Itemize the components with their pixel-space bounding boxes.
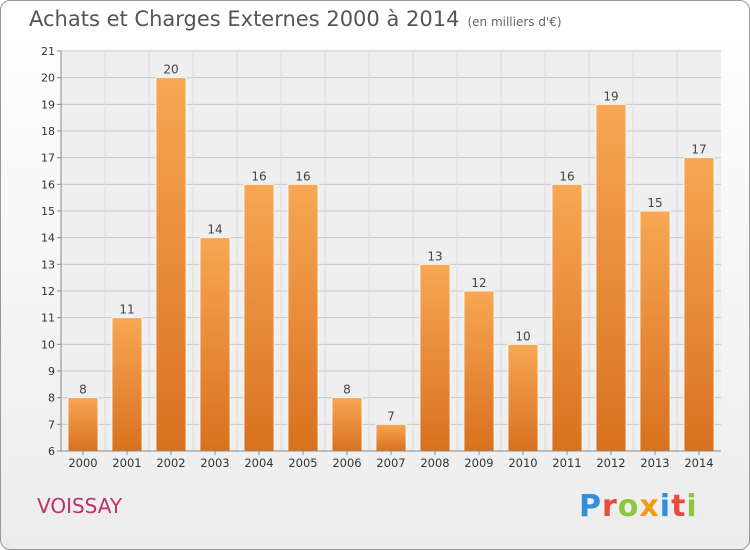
x-tick-label: 2009 xyxy=(464,456,493,470)
logo-letter: t xyxy=(671,489,687,524)
bar xyxy=(683,157,715,452)
logo-letter: x xyxy=(639,489,660,524)
y-tick-label: 16 xyxy=(41,178,55,191)
data-label: 16 xyxy=(295,169,310,183)
x-tick-label: 2002 xyxy=(156,456,185,470)
x-tick-label: 2014 xyxy=(684,456,713,470)
y-tick-label: 20 xyxy=(41,72,55,85)
data-label: 13 xyxy=(427,249,442,263)
commune-name: VOISSAY xyxy=(37,494,123,518)
data-label: 8 xyxy=(79,383,87,397)
bar xyxy=(243,183,275,452)
bar xyxy=(287,183,319,452)
chart-title: Achats et Charges Externes 2000 à 2014 (e… xyxy=(29,7,562,31)
data-label: 17 xyxy=(691,143,706,157)
logo-letter: o xyxy=(617,489,640,524)
y-tick-label: 7 xyxy=(48,418,55,431)
bar xyxy=(67,397,99,452)
x-tick-label: 2007 xyxy=(376,456,405,470)
y-tick-label: 10 xyxy=(41,338,55,351)
chart-title-text: Achats et Charges Externes 2000 à 2014 xyxy=(29,7,460,31)
logo-letter: i xyxy=(686,489,698,524)
logo-letter: r xyxy=(602,489,618,524)
y-tick-label: 12 xyxy=(41,285,55,298)
logo-letter: P xyxy=(579,489,602,524)
y-tick-label: 17 xyxy=(41,152,55,165)
x-tick-label: 2013 xyxy=(640,456,669,470)
data-label: 20 xyxy=(163,63,178,77)
data-label: 7 xyxy=(387,409,395,423)
bar xyxy=(507,343,539,452)
bar xyxy=(111,317,143,452)
chart-unit: (en milliers d'€) xyxy=(467,15,562,29)
x-tick-label: 2003 xyxy=(200,456,229,470)
bar xyxy=(331,397,363,452)
x-tick-label: 2004 xyxy=(244,456,273,470)
data-label: 8 xyxy=(343,383,351,397)
bar xyxy=(155,77,187,452)
y-tick-label: 13 xyxy=(41,258,55,271)
y-tick-label: 9 xyxy=(48,365,55,378)
logo-letter: i xyxy=(659,489,672,524)
bar xyxy=(551,183,583,452)
bar xyxy=(199,237,231,452)
bar xyxy=(639,210,671,452)
data-label: 14 xyxy=(207,223,222,237)
data-label: 16 xyxy=(559,169,574,183)
y-tick-label: 19 xyxy=(41,98,55,111)
bar xyxy=(595,103,627,452)
x-tick-label: 2011 xyxy=(552,456,581,470)
bar xyxy=(463,290,495,452)
data-label: 15 xyxy=(647,196,662,210)
y-tick-label: 6 xyxy=(48,445,55,458)
y-tick-label: 14 xyxy=(41,232,55,245)
x-tick-label: 2001 xyxy=(112,456,141,470)
data-label: 11 xyxy=(119,303,134,317)
data-label: 19 xyxy=(603,89,618,103)
data-label: 12 xyxy=(471,276,486,290)
x-tick-label: 2006 xyxy=(332,456,361,470)
data-label: 10 xyxy=(515,329,530,343)
x-tick-label: 2010 xyxy=(508,456,537,470)
y-tick-label: 18 xyxy=(41,125,55,138)
bar xyxy=(375,423,407,452)
y-tick-label: 11 xyxy=(41,312,55,325)
data-label: 16 xyxy=(251,169,266,183)
y-tick-label: 15 xyxy=(41,205,55,218)
bar xyxy=(419,263,451,452)
x-tick-label: 2008 xyxy=(420,456,449,470)
proxiti-logo[interactable]: Proxiti xyxy=(579,489,698,524)
x-tick-label: 2000 xyxy=(68,456,97,470)
x-tick-label: 2012 xyxy=(596,456,625,470)
y-tick-label: 21 xyxy=(41,45,55,58)
y-tick-label: 8 xyxy=(48,392,55,405)
x-tick-label: 2005 xyxy=(288,456,317,470)
